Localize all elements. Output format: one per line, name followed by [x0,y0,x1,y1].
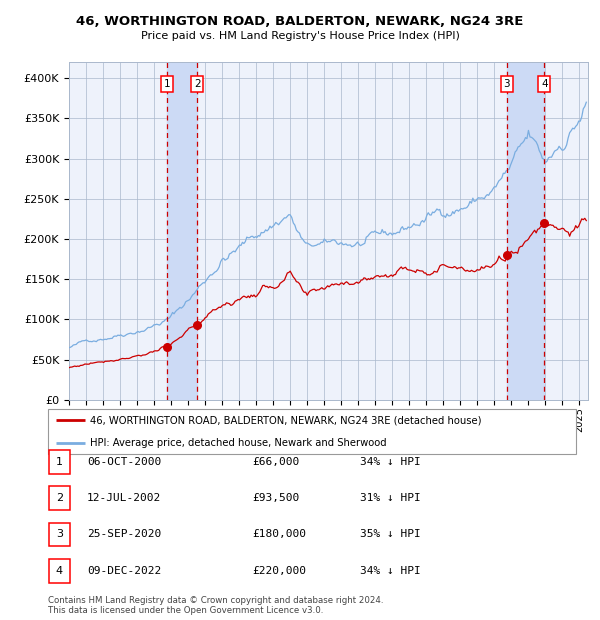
Text: 34% ↓ HPI: 34% ↓ HPI [360,457,421,467]
Text: 1: 1 [164,79,170,89]
FancyBboxPatch shape [49,523,70,546]
Text: 46, WORTHINGTON ROAD, BALDERTON, NEWARK, NG24 3RE: 46, WORTHINGTON ROAD, BALDERTON, NEWARK,… [76,16,524,28]
Text: £93,500: £93,500 [252,493,299,503]
Text: £220,000: £220,000 [252,566,306,576]
Text: HPI: Average price, detached house, Newark and Sherwood: HPI: Average price, detached house, Newa… [90,438,387,448]
Text: 3: 3 [503,79,510,89]
Text: 4: 4 [56,566,63,576]
Text: 2: 2 [194,79,200,89]
Text: 25-SEP-2020: 25-SEP-2020 [87,529,161,539]
Text: 12-JUL-2002: 12-JUL-2002 [87,493,161,503]
Text: Price paid vs. HM Land Registry's House Price Index (HPI): Price paid vs. HM Land Registry's House … [140,31,460,41]
Text: 31% ↓ HPI: 31% ↓ HPI [360,493,421,503]
Text: 34% ↓ HPI: 34% ↓ HPI [360,566,421,576]
Text: 2: 2 [56,493,63,503]
Text: 1: 1 [56,457,63,467]
Bar [507,62,544,400]
FancyBboxPatch shape [49,559,70,583]
FancyBboxPatch shape [49,450,70,474]
Text: Contains HM Land Registry data © Crown copyright and database right 2024.
This d: Contains HM Land Registry data © Crown c… [48,596,383,615]
Text: £180,000: £180,000 [252,529,306,539]
Text: £66,000: £66,000 [252,457,299,467]
Text: 46, WORTHINGTON ROAD, BALDERTON, NEWARK, NG24 3RE (detached house): 46, WORTHINGTON ROAD, BALDERTON, NEWARK,… [90,415,482,425]
Text: 06-OCT-2000: 06-OCT-2000 [87,457,161,467]
FancyBboxPatch shape [48,409,576,454]
Text: 35% ↓ HPI: 35% ↓ HPI [360,529,421,539]
Text: 4: 4 [541,79,548,89]
Bar [167,62,197,400]
Text: 3: 3 [56,529,63,539]
FancyBboxPatch shape [49,486,70,510]
Text: 09-DEC-2022: 09-DEC-2022 [87,566,161,576]
